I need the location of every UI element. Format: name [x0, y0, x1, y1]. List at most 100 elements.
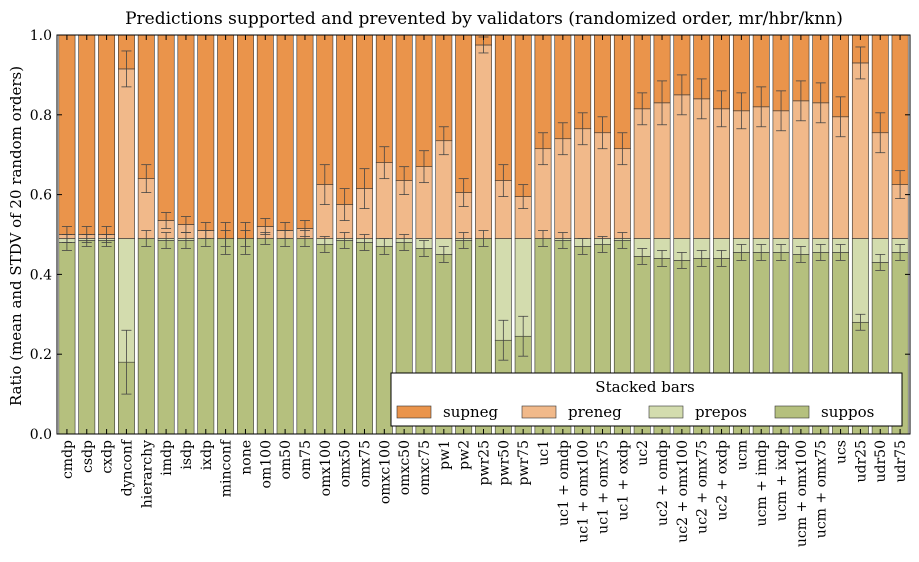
x-tick-label: dynconf	[119, 438, 135, 496]
bar-preneg	[574, 128, 592, 239]
error-bar-suppos	[379, 238, 390, 255]
error-bar-preneg	[776, 90, 787, 132]
error-bar-preneg	[339, 188, 350, 221]
error-bar-preneg	[240, 222, 251, 255]
bar-suppos	[98, 240, 116, 435]
error-bar-suppos	[716, 250, 727, 267]
bar-suppos	[237, 238, 254, 435]
error-bar-preneg	[498, 164, 509, 197]
legend-swatch-suppos	[774, 405, 810, 419]
bar-suppos	[296, 238, 314, 435]
bar-preneg	[693, 98, 711, 239]
bar-suppos	[137, 238, 155, 435]
x-tick-label: isdp	[179, 440, 195, 470]
bar-supneg	[296, 34, 314, 229]
error-bar-preneg	[815, 82, 826, 124]
error-bar-preneg	[438, 126, 449, 156]
error-bar-suppos	[161, 232, 172, 249]
error-bar-preneg	[458, 178, 469, 207]
bar-suppos	[256, 238, 274, 435]
x-tick-label: omxc100	[377, 440, 393, 504]
x-tick-label: uc1	[536, 440, 552, 466]
x-tick-label: ucm + imdp	[754, 440, 770, 526]
legend: Stacked bars supneg preneg prepos suppos	[390, 372, 903, 427]
x-tick-label: pw1	[437, 440, 453, 470]
error-bar-suppos	[617, 232, 628, 249]
legend-label-supneg: supneg	[443, 403, 498, 421]
error-bar-suppos	[518, 315, 529, 357]
x-tick-label: ucs	[834, 440, 850, 464]
legend-label-suppos: suppos	[821, 403, 874, 421]
bar-supneg	[237, 34, 254, 239]
error-bar-suppos	[557, 232, 568, 249]
bar-supneg	[336, 34, 354, 205]
error-bar-preneg	[617, 132, 628, 166]
error-bar-preneg	[200, 222, 211, 239]
x-tick-label: om50	[278, 440, 294, 480]
error-bar-suppos	[736, 244, 747, 261]
error-bar-suppos	[696, 250, 707, 267]
bar-supneg	[217, 34, 235, 239]
error-bar-suppos	[676, 252, 687, 269]
error-bar-preneg	[220, 222, 231, 255]
bar-preneg	[633, 108, 651, 239]
error-bar-preneg	[81, 226, 92, 243]
x-tick-label: pwr50	[496, 440, 512, 485]
error-bar-preneg	[61, 226, 72, 243]
bar-suppos	[276, 238, 294, 435]
x-tick-label: pw2	[457, 440, 473, 470]
bar-suppos	[375, 246, 393, 435]
plot-area: 0.0 0.2 0.4 0.6 0.8 1.0 cmdp csdp cxdp dynconf hie…	[30, 28, 911, 547]
error-bar-preneg	[716, 90, 727, 128]
error-bar-suppos	[339, 232, 350, 249]
bar-supneg	[256, 34, 274, 227]
bar-preneg	[435, 140, 453, 239]
error-bar-preneg	[141, 164, 152, 194]
bar-suppos	[157, 240, 175, 435]
y-axis-label: Ratio (mean and STDV of 20 random orders…	[7, 66, 25, 406]
x-tick-label: minconf	[219, 438, 235, 497]
bar-suppos	[356, 242, 373, 435]
error-bar-preneg	[657, 80, 668, 126]
x-tick-label: omx75	[358, 440, 374, 487]
bar-suppos	[336, 240, 354, 435]
legend-swatch-supneg	[396, 405, 432, 419]
x-tick-label: uc1 + oxdp	[615, 440, 631, 521]
error-bar-suppos	[597, 236, 608, 253]
error-bar-preneg	[895, 170, 906, 199]
error-bar-suppos	[359, 234, 370, 251]
bar-preneg	[475, 44, 492, 239]
x-tick-label: cxdp	[100, 440, 116, 474]
error-bar-suppos	[438, 246, 449, 263]
bar-supneg	[157, 34, 175, 221]
error-bar-suppos	[141, 230, 152, 247]
y-tick-label: 0.6	[30, 188, 52, 204]
x-tick-label: ucm + omx75	[814, 440, 830, 538]
bar-preneg	[118, 68, 135, 239]
x-tick-label: uc2 + oxdp	[715, 440, 731, 521]
bar-preneg	[792, 100, 810, 239]
legend-frame	[390, 372, 903, 427]
error-bar-suppos	[756, 244, 767, 261]
x-tick-label: uc2	[635, 440, 651, 466]
error-bar-suppos	[498, 319, 509, 361]
x-tick-label: omx100	[318, 440, 334, 496]
y-tick-label: 0.0	[30, 427, 52, 443]
bar-supneg	[78, 34, 96, 235]
bar-supneg	[435, 34, 453, 142]
error-bar-suppos	[895, 244, 906, 261]
bar-suppos	[177, 240, 195, 435]
error-bar-preneg	[280, 222, 291, 239]
error-bar-preneg	[696, 78, 707, 120]
y-tick-label: 1.0	[30, 28, 52, 44]
error-bar-suppos	[478, 230, 489, 247]
bar-suppos	[197, 238, 215, 435]
bar-suppos	[58, 242, 76, 435]
bar-supneg	[613, 34, 631, 150]
x-tick-label: udr50	[873, 440, 889, 483]
x-tick-label: om100	[258, 440, 274, 488]
y-tick-label: 0.4	[30, 267, 52, 283]
error-bar-preneg	[121, 50, 132, 88]
error-bar-preneg	[319, 164, 330, 205]
x-tick-label: ucm + omx100	[794, 440, 810, 547]
